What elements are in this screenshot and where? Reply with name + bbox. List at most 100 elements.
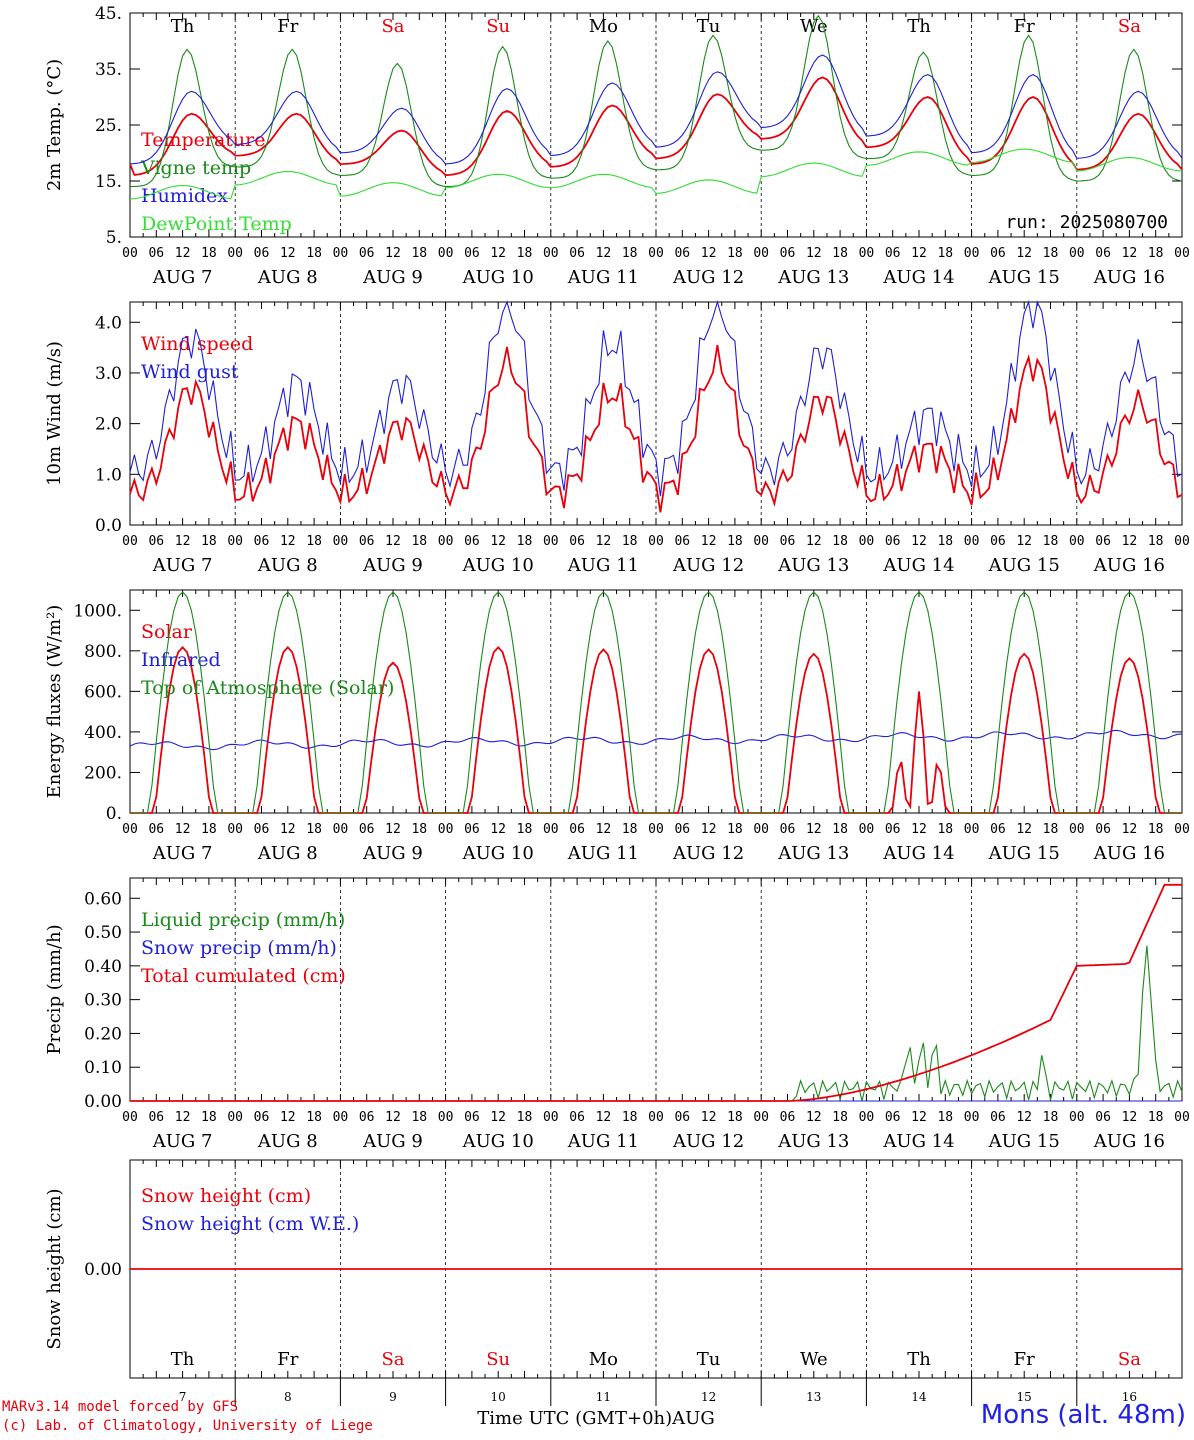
- hour-label: 12: [806, 822, 822, 837]
- hour-label: 00: [859, 534, 875, 549]
- hour-label: 18: [1148, 534, 1164, 549]
- date-label: AUG 13: [777, 267, 849, 288]
- hour-label: 00: [1174, 822, 1190, 837]
- hour-label: 00: [753, 1110, 769, 1125]
- date-label: AUG 11: [567, 1131, 639, 1152]
- hour-label: 06: [148, 534, 164, 549]
- hour-label: 06: [674, 246, 690, 261]
- date-label: AUG 7: [152, 267, 213, 288]
- hour-label: 06: [885, 246, 901, 261]
- hour-label: 06: [148, 822, 164, 837]
- hour-label: 18: [832, 1110, 848, 1125]
- hour-label: 06: [464, 534, 480, 549]
- hour-label: 12: [1016, 822, 1032, 837]
- date-label: AUG 15: [988, 1131, 1060, 1152]
- hour-label: 00: [753, 822, 769, 837]
- hour-label: 00: [964, 822, 980, 837]
- hour-label: 06: [990, 534, 1006, 549]
- hour-label: 18: [201, 822, 217, 837]
- hour-label: 00: [227, 822, 243, 837]
- hour-label: 00: [543, 1110, 559, 1125]
- y-tick-label: 600.: [84, 682, 122, 702]
- date-label: AUG 8: [257, 843, 318, 864]
- hour-label: 00: [122, 246, 138, 261]
- date-label: AUG 12: [672, 1131, 744, 1152]
- hour-label: 00: [1069, 246, 1085, 261]
- hour-label: 18: [517, 246, 533, 261]
- hour-label: 12: [1122, 246, 1138, 261]
- hour-label: 18: [622, 534, 638, 549]
- hour-label: 06: [569, 246, 585, 261]
- day-name-label: Fr: [1014, 16, 1035, 37]
- hour-label: 00: [438, 534, 454, 549]
- hour-label: 12: [596, 822, 612, 837]
- date-number-label: 8: [284, 1390, 292, 1404]
- y-tick-label: 45.: [95, 4, 122, 24]
- hour-label: 12: [806, 1110, 822, 1125]
- date-label: AUG 9: [362, 843, 423, 864]
- hour-label: 00: [1174, 246, 1190, 261]
- day-name-label: Su: [486, 16, 510, 37]
- day-name-label: Th: [171, 16, 195, 37]
- y-tick-label: 0.20: [84, 1024, 122, 1044]
- y-tick-label: 0.50: [84, 923, 122, 943]
- hour-label: 00: [227, 534, 243, 549]
- hour-label: 18: [1043, 534, 1059, 549]
- date-label: AUG 15: [988, 843, 1060, 864]
- hour-label: 18: [411, 534, 427, 549]
- y-tick-label: 0.60: [84, 889, 122, 909]
- hour-label: 12: [1016, 534, 1032, 549]
- hour-label: 12: [596, 1110, 612, 1125]
- hour-label: 12: [911, 246, 927, 261]
- hour-label: 00: [438, 822, 454, 837]
- date-label: AUG 9: [362, 267, 423, 288]
- day-name-label: Fr: [277, 16, 298, 37]
- hour-label: 06: [990, 246, 1006, 261]
- hour-label: 12: [701, 534, 717, 549]
- hour-label: 06: [464, 246, 480, 261]
- hour-label: 18: [727, 1110, 743, 1125]
- date-label: AUG 15: [988, 267, 1060, 288]
- y-tick-label: 400.: [84, 723, 122, 743]
- date-label: AUG 12: [672, 843, 744, 864]
- hour-label: 00: [333, 822, 349, 837]
- y-tick-label: 0.10: [84, 1058, 122, 1078]
- hour-label: 12: [806, 246, 822, 261]
- day-name-label: Sa: [381, 16, 404, 37]
- hour-label: 06: [148, 246, 164, 261]
- hour-label: 06: [885, 822, 901, 837]
- date-number-label: 15: [1017, 1390, 1032, 1404]
- date-label: AUG 14: [882, 267, 954, 288]
- x-axis-label: Time UTC (GMT+0h)AUG: [477, 1408, 714, 1429]
- y-tick-label: 35.: [95, 60, 122, 80]
- hour-label: 12: [911, 1110, 927, 1125]
- legend-snowp: Snow precip (mm/h): [141, 937, 337, 959]
- hour-label: 12: [701, 246, 717, 261]
- y-tick-label: 0.0: [95, 516, 122, 536]
- date-label: AUG 9: [362, 555, 423, 576]
- date-label: AUG 11: [567, 267, 639, 288]
- hour-label: 18: [937, 246, 953, 261]
- hour-label: 00: [1174, 534, 1190, 549]
- day-name-label: Sa: [381, 1349, 404, 1370]
- hour-label: 06: [674, 822, 690, 837]
- date-label: AUG 14: [882, 843, 954, 864]
- y-tick-label: 0.00: [84, 1260, 122, 1280]
- legend-dew: DewPoint Temp: [141, 213, 292, 235]
- series-line-temp: [129, 76, 1183, 177]
- run-annotation: run: 2025080700: [1005, 212, 1168, 233]
- hour-label: 18: [306, 534, 322, 549]
- hour-label: 12: [490, 822, 506, 837]
- date-number-label: 10: [491, 1390, 506, 1404]
- hour-label: 00: [333, 246, 349, 261]
- hour-label: 00: [1069, 822, 1085, 837]
- y-axis-label: Precip (mm/h): [44, 924, 65, 1054]
- date-label: AUG 16: [1093, 555, 1165, 576]
- y-axis-label: 10m Wind (m/s): [44, 341, 65, 486]
- hour-label: 06: [254, 246, 270, 261]
- hour-label: 18: [727, 822, 743, 837]
- hour-label: 18: [622, 822, 638, 837]
- hour-label: 06: [1095, 822, 1111, 837]
- day-name-label: Th: [171, 1349, 195, 1370]
- date-label: AUG 13: [777, 843, 849, 864]
